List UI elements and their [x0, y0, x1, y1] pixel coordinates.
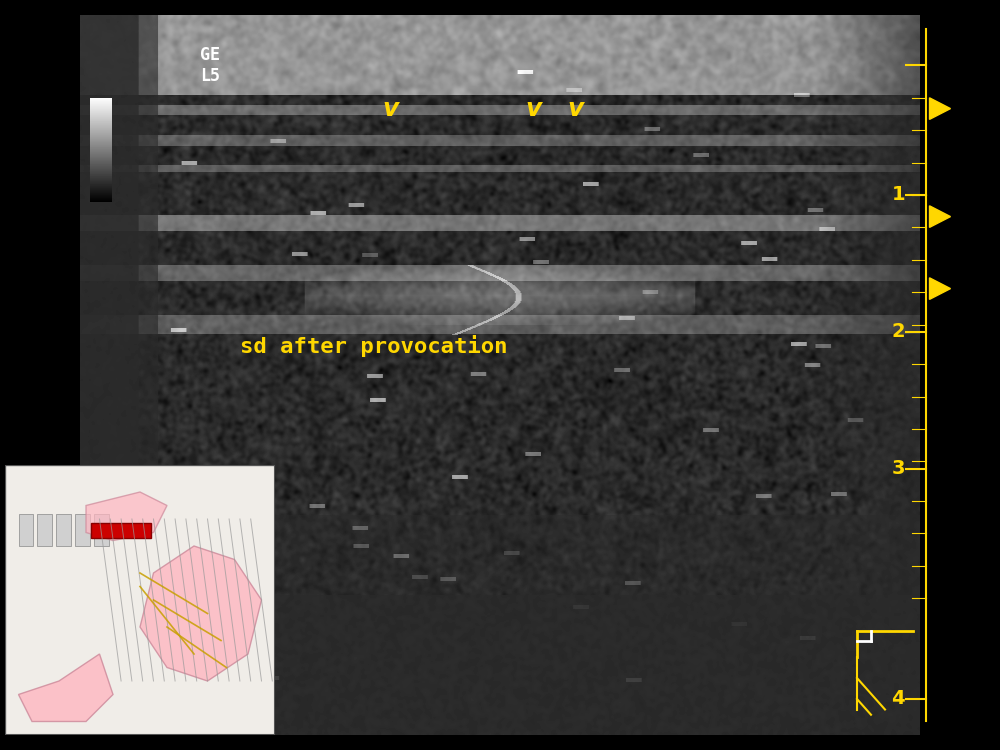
Text: v: v [525, 97, 542, 121]
Bar [18, 514, 33, 546]
Text: 2: 2 [891, 322, 905, 341]
Text: 4: 4 [891, 689, 905, 709]
Bar [56, 514, 71, 546]
Bar [91, 523, 151, 538]
Bar [94, 514, 109, 546]
Text: 3: 3 [892, 459, 905, 478]
Bar [75, 514, 90, 546]
Text: sd after provocation: sd after provocation [240, 335, 508, 357]
Polygon shape [930, 278, 951, 299]
Text: v: v [567, 97, 584, 121]
Text: 1: 1 [891, 185, 905, 205]
Polygon shape [86, 492, 167, 541]
Polygon shape [930, 206, 951, 227]
Bar [37, 514, 52, 546]
Polygon shape [18, 654, 113, 722]
Polygon shape [140, 546, 262, 681]
Polygon shape [930, 98, 951, 119]
Text: v: v [383, 97, 399, 121]
Text: GE
L5: GE L5 [200, 46, 220, 85]
